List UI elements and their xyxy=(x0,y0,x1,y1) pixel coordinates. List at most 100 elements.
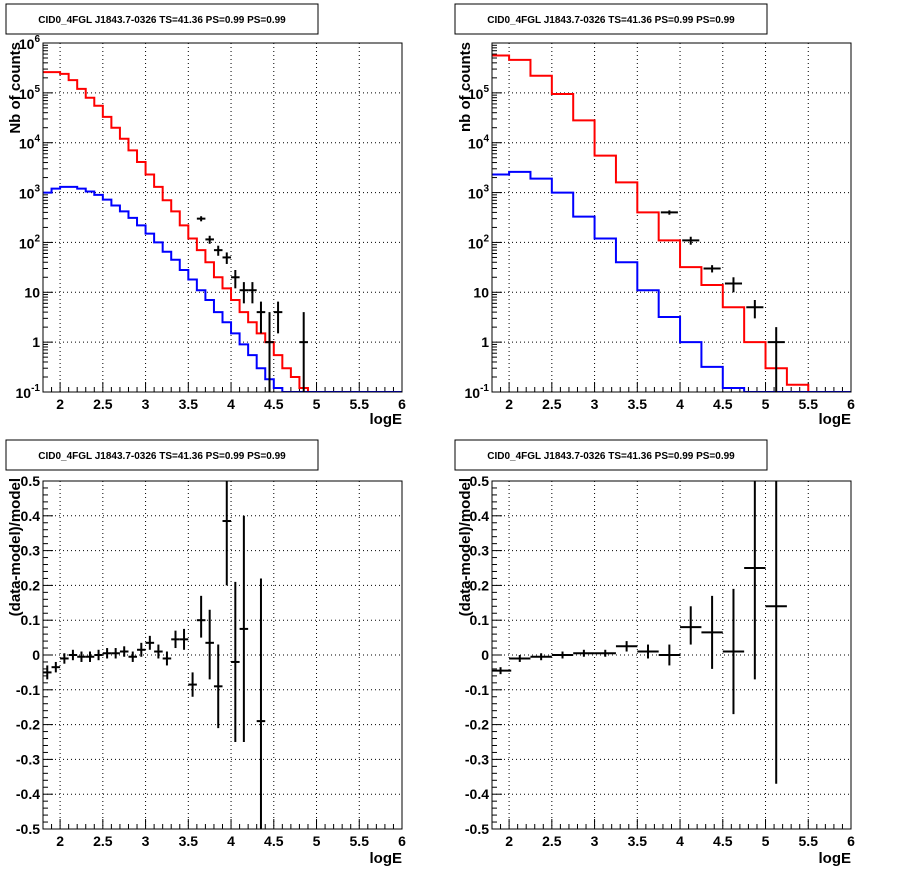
x-tick-label: 3 xyxy=(142,396,150,412)
data-point xyxy=(680,606,702,645)
x-tick-label: 5.5 xyxy=(799,396,819,412)
y-tick-label: 0.3 xyxy=(470,543,490,559)
y-axis-label: Nb of counts xyxy=(7,42,24,134)
chart-title: CID0_4FGL J1843.7-0326 TS=41.36 PS=0.99 … xyxy=(487,451,735,462)
data-layer xyxy=(43,71,402,392)
y-tick-label: 104 xyxy=(19,134,41,152)
x-tick-label: 2.5 xyxy=(93,396,113,412)
data-point xyxy=(299,312,308,392)
data-point xyxy=(85,651,95,662)
y-tick-label: -0.4 xyxy=(465,786,489,802)
x-tick-label: 3 xyxy=(142,833,150,849)
x-tick-label: 4.5 xyxy=(264,396,284,412)
y-tick-label: -0.2 xyxy=(465,717,489,733)
y-tick-label: 0 xyxy=(32,647,40,663)
axis-ticks xyxy=(42,44,403,393)
data-point xyxy=(682,236,700,245)
plot-area: 2 2.5 3 3.5 4 4.5 5 5.5 6 10-1 1 10 102 103 104 105 xyxy=(465,42,855,412)
y-tick-label: 10 xyxy=(473,284,489,300)
y-tick-label: -0.3 xyxy=(465,751,489,767)
axis-ticks xyxy=(42,480,403,830)
title-frame xyxy=(454,3,768,35)
data-point xyxy=(94,649,103,661)
data-point xyxy=(205,609,214,680)
x-tick-label: 6 xyxy=(847,833,855,849)
x-tick-label: 2 xyxy=(56,833,64,849)
data-point xyxy=(765,481,787,784)
x-tick-label: 3 xyxy=(591,396,599,412)
x-tick-label: 4 xyxy=(676,833,684,849)
data-point xyxy=(102,648,112,659)
x-tick-label: 4 xyxy=(676,396,684,412)
data-point xyxy=(222,252,232,264)
data-point xyxy=(222,481,232,586)
x-tick-label: 3.5 xyxy=(628,396,648,412)
y-tick-label: 102 xyxy=(19,233,41,251)
data-point xyxy=(767,327,785,392)
data-point xyxy=(213,644,223,729)
histogram-series-0 xyxy=(43,71,402,392)
x-tick-label: 3.5 xyxy=(179,833,199,849)
y-tick-label: 10-1 xyxy=(16,383,41,401)
y-tick-label: -0.4 xyxy=(16,786,40,802)
x-tick-label: 5.5 xyxy=(350,833,370,849)
y-tick-label: 103 xyxy=(468,184,490,202)
chart-title: CID0_4FGL J1843.7-0326 TS=41.36 PS=0.99 … xyxy=(487,15,735,26)
data-point xyxy=(256,301,266,334)
histogram-series-0 xyxy=(492,54,851,392)
data-point xyxy=(746,300,764,319)
y-tick-label: 102 xyxy=(468,233,490,251)
data-point xyxy=(256,578,266,829)
data-point xyxy=(703,265,721,273)
panel-top-left: CID0_4FGL J1843.7-0326 TS=41.36 PS=0.99 … xyxy=(5,3,406,428)
x-tick-label: 2.5 xyxy=(542,833,562,849)
y-tick-label: 0.1 xyxy=(470,612,490,628)
data-point xyxy=(154,644,163,659)
x-tick-label: 5 xyxy=(762,396,770,412)
x-tick-label: 2 xyxy=(56,396,64,412)
data-point xyxy=(744,481,766,680)
data-point xyxy=(171,630,180,649)
y-tick-label: 0 xyxy=(481,647,489,663)
data-point xyxy=(111,648,120,659)
x-tick-label: 3 xyxy=(591,833,599,849)
data-point xyxy=(205,235,214,244)
data-point xyxy=(179,628,189,650)
x-tick-label: 4.5 xyxy=(264,833,284,849)
data-point xyxy=(248,282,257,304)
y-tick-label: 0.5 xyxy=(21,473,41,489)
y-tick-label: 0.5 xyxy=(470,473,490,489)
data-layer xyxy=(43,481,266,829)
plot-area: 2 2.5 3 3.5 4 4.5 5 5.5 6 -0.5 -0.4 -0.3 -0.2 -0.1 0 0.… xyxy=(465,473,855,849)
grid-lines xyxy=(492,43,851,392)
histogram-series-1 xyxy=(43,185,402,392)
x-tick-label: 3.5 xyxy=(179,396,199,412)
y-tick-label: 0.3 xyxy=(21,543,41,559)
y-tick-label: 0.1 xyxy=(21,612,41,628)
data-layer xyxy=(492,54,851,392)
y-tick-label: 0.4 xyxy=(21,508,41,524)
title-frame xyxy=(5,439,319,471)
data-point xyxy=(119,646,129,657)
data-point xyxy=(145,635,155,650)
plot-area: 2 2.5 3 3.5 4 4.5 5 5.5 6 -0.5 -0.4 -0.3 -0.2 -0.1 0 0.… xyxy=(16,473,406,849)
data-point xyxy=(265,312,274,392)
y-tick-label: 1 xyxy=(481,334,489,350)
data-point xyxy=(273,301,283,334)
data-point xyxy=(128,651,138,662)
data-point xyxy=(231,581,240,742)
plot-frame xyxy=(42,480,403,830)
y-tick-label: 0.2 xyxy=(470,577,490,593)
x-axis-label: logE xyxy=(819,850,852,867)
data-point xyxy=(660,210,678,215)
data-point xyxy=(594,649,616,657)
title-box: CID0_4FGL J1843.7-0326 TS=41.36 PS=0.99 … xyxy=(5,3,319,35)
x-axis-label: logE xyxy=(370,850,403,867)
y-tick-label: -0.5 xyxy=(16,821,40,837)
x-tick-label: 2 xyxy=(505,833,513,849)
histogram-series-1 xyxy=(492,170,851,392)
data-point xyxy=(724,277,743,293)
data-point xyxy=(196,216,206,222)
data-point xyxy=(722,588,745,715)
panel-bottom-right: CID0_4FGL J1843.7-0326 TS=41.36 PS=0.99 … xyxy=(454,439,855,867)
